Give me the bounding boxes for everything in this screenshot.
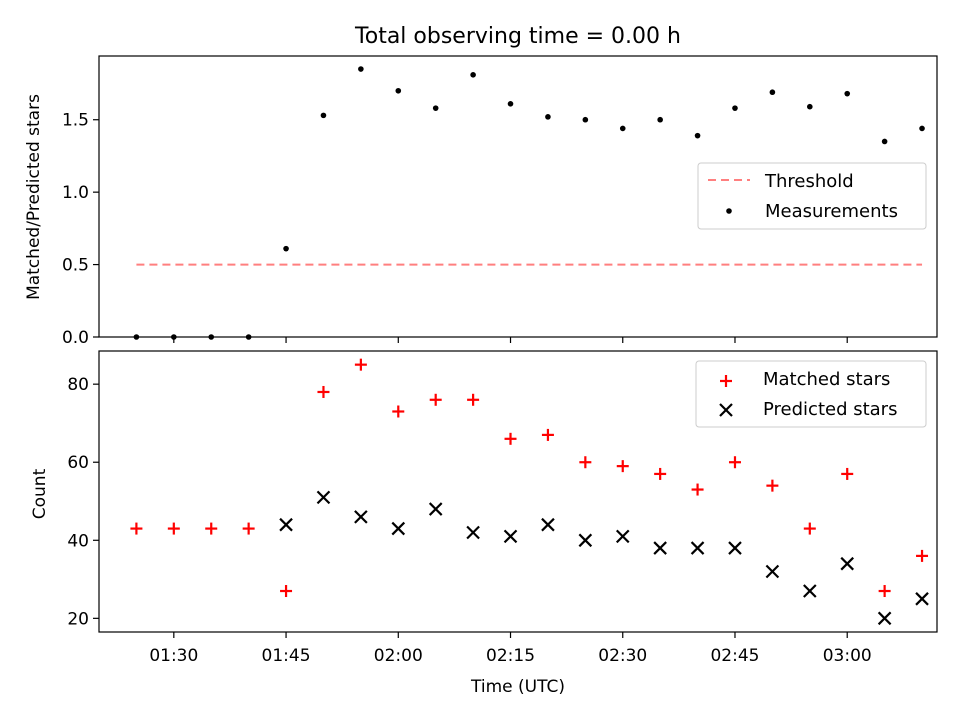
predicted-star-point: [503, 529, 518, 544]
matched-star-point: [728, 456, 741, 469]
measurement-point: [881, 138, 888, 145]
x-tick-label: 02:00: [374, 646, 423, 666]
legend-measurements-label: Measurements: [765, 201, 898, 222]
measurement-point: [844, 90, 851, 97]
matched-star-point: [616, 460, 629, 473]
count-series: [130, 358, 929, 626]
measurement-point: [769, 89, 776, 96]
matched-star-point: [392, 405, 405, 418]
matched-star-point: [579, 456, 592, 469]
matched-star-point: [916, 549, 929, 562]
predicted-star-point: [279, 517, 293, 532]
ratio-y-tick-label: 0.0: [62, 328, 89, 348]
legend-measurements-swatch: [726, 208, 732, 214]
matched-star-point: [280, 585, 293, 598]
matched-star-point: [504, 432, 517, 445]
measurement-point: [507, 100, 514, 107]
x-axis-label: Time (UTC): [470, 677, 565, 697]
predicted-star-point: [615, 529, 630, 544]
matched-star-point: [878, 585, 891, 598]
count-y-tick-label: 20: [67, 609, 89, 629]
ratio-axes-frame: [98, 55, 938, 338]
count-y-ticks: 20 40 60 80: [67, 375, 99, 629]
legend-predicted-label: Predicted stars: [763, 399, 897, 420]
matched-star-point: [803, 522, 816, 535]
legend-threshold-label: Threshold: [764, 171, 854, 192]
x-tick-label: 01:45: [262, 646, 311, 666]
measurement-point: [470, 72, 476, 78]
matched-star-point: [205, 522, 218, 535]
x-tick-label: 01:30: [149, 646, 198, 666]
ratio-series: [133, 66, 925, 340]
predicted-star-point: [803, 584, 817, 598]
x-tick-label: 02:30: [598, 646, 647, 666]
measurement-point: [358, 66, 364, 72]
ratio-y-ticks: 0.0 0.5 1.0 1.5: [62, 111, 99, 348]
ratio-y-tick-label: 0.5: [62, 256, 89, 276]
predicted-star-point: [354, 510, 368, 524]
measurement-point: [694, 132, 701, 139]
count-axes-frame: [98, 350, 938, 633]
count-legend: Matched stars Predicted stars: [695, 360, 927, 428]
predicted-star-point: [690, 541, 705, 555]
measurement-point: [619, 125, 626, 132]
ratio-y-tick-label: 1.0: [62, 183, 89, 203]
ratio-y-tick-label: 1.5: [62, 111, 89, 131]
measurement-point: [919, 125, 925, 132]
matched-star-point: [317, 385, 330, 398]
predicted-star-point: [428, 502, 443, 516]
measurement-point: [395, 87, 402, 94]
count-y-tick-label: 60: [67, 453, 89, 473]
predicted-star-point: [653, 541, 667, 555]
predicted-star-point: [877, 611, 892, 626]
ratio-legend: Threshold Measurements: [697, 162, 927, 230]
matched-star-point: [841, 467, 854, 480]
matched-star-point: [766, 479, 779, 492]
measurement-point: [320, 112, 327, 119]
count-panel: Count Time (UTC) 20 40 60 80 01:30 01:45 02:0…: [30, 350, 938, 697]
x-tick-label: 02:15: [486, 646, 535, 666]
y-axis-label-count: Count: [30, 468, 50, 519]
measurement-point: [732, 105, 738, 111]
predicted-star-point: [466, 525, 480, 540]
measurement-point: [283, 245, 289, 252]
matched-star-point: [242, 522, 255, 535]
predicted-star-point: [915, 592, 929, 606]
y-axis-label-ratio: Matched/Predicted stars: [24, 94, 44, 300]
predicted-star-point: [541, 517, 555, 532]
predicted-star-point: [578, 533, 593, 548]
measurement-point: [545, 114, 551, 120]
matched-star-point: [429, 393, 442, 406]
legend-predicted-swatch: [719, 403, 733, 417]
chart-title: Total observing time = 0.00 h: [354, 24, 681, 49]
ratio-panel: Total observing time = 0.00 h Matched/Pr…: [24, 24, 938, 348]
measurement-point: [807, 103, 813, 110]
matched-star-point: [541, 428, 554, 441]
x-tick-label: 03:00: [823, 646, 872, 666]
predicted-star-point: [391, 521, 406, 536]
predicted-star-point: [840, 556, 854, 571]
predicted-star-point: [765, 564, 780, 579]
matched-star-point: [130, 522, 143, 535]
matched-star-point: [354, 358, 367, 371]
measurement-point: [432, 105, 439, 111]
predicted-star-point: [728, 541, 742, 555]
legend-matched-swatch: [720, 375, 732, 387]
ratio-legend-box: [697, 162, 927, 230]
count-x-ticks: 01:30 01:45 02:00 02:15 02:30 02:45 03:00: [149, 632, 872, 666]
x-tick-label: 02:45: [710, 646, 759, 666]
matched-star-point: [654, 467, 667, 480]
count-legend-box: [695, 360, 927, 428]
measurement-point: [582, 116, 589, 123]
matched-star-point: [467, 393, 480, 406]
count-y-tick-label: 40: [67, 531, 89, 551]
matched-star-point: [167, 522, 180, 535]
count-y-tick-label: 80: [67, 375, 89, 395]
matched-star-point: [691, 483, 704, 496]
predicted-star-point: [316, 490, 331, 505]
measurement-point: [657, 116, 663, 123]
legend-matched-label: Matched stars: [763, 369, 890, 390]
